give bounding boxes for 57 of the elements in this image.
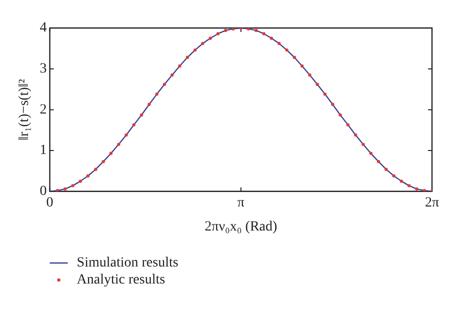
point: [117, 142, 120, 146]
point: [162, 82, 166, 86]
point: [407, 184, 411, 188]
point: [224, 28, 228, 32]
point: [376, 160, 380, 164]
x-tick-label: π: [237, 195, 244, 210]
point: [369, 152, 372, 156]
point: [384, 168, 388, 171]
point: [254, 28, 258, 32]
point: [193, 48, 197, 52]
point: [78, 180, 82, 183]
point: [308, 73, 312, 77]
point: [170, 73, 174, 77]
point: [346, 123, 350, 126]
point: [132, 123, 136, 126]
point: [316, 82, 319, 86]
point: [323, 92, 327, 96]
point: [109, 152, 113, 156]
point: [270, 36, 274, 40]
legend-label: Simulation results: [76, 256, 178, 271]
point: [208, 36, 212, 40]
point: [201, 42, 204, 46]
point: [292, 56, 296, 60]
point: [56, 188, 60, 192]
point: [186, 56, 189, 60]
point: [102, 160, 105, 164]
y-tick-label: 4: [40, 20, 47, 36]
point: [392, 174, 396, 178]
point: [338, 113, 342, 117]
point: [124, 133, 128, 137]
y-axis-title: ‖r₁(t)−s(t)‖²: [17, 79, 32, 140]
point: [278, 42, 281, 46]
point: [63, 187, 67, 191]
point: [400, 180, 404, 183]
point: [140, 113, 144, 117]
point: [300, 64, 304, 68]
point: [71, 184, 74, 188]
point: [422, 188, 426, 192]
x-axis-title: 2πν₀x₀ (Rad): [204, 219, 278, 234]
point: [331, 102, 334, 106]
x-tick-label: 2π: [424, 195, 440, 210]
point: [94, 168, 98, 171]
y-tick-label: 2: [40, 102, 47, 118]
point: [354, 133, 358, 137]
point: [155, 92, 158, 96]
point: [285, 48, 288, 52]
y-tick-label: 3: [40, 62, 47, 77]
point: [415, 187, 418, 191]
y-tick-label: 0: [40, 184, 47, 200]
point: [148, 102, 151, 106]
legend-label: Analytic results: [76, 272, 166, 288]
point: [262, 32, 266, 36]
point: [216, 32, 220, 36]
point: [86, 174, 90, 178]
y-tick-label: 1: [40, 143, 47, 158]
point: [362, 142, 365, 146]
point: [178, 64, 182, 68]
